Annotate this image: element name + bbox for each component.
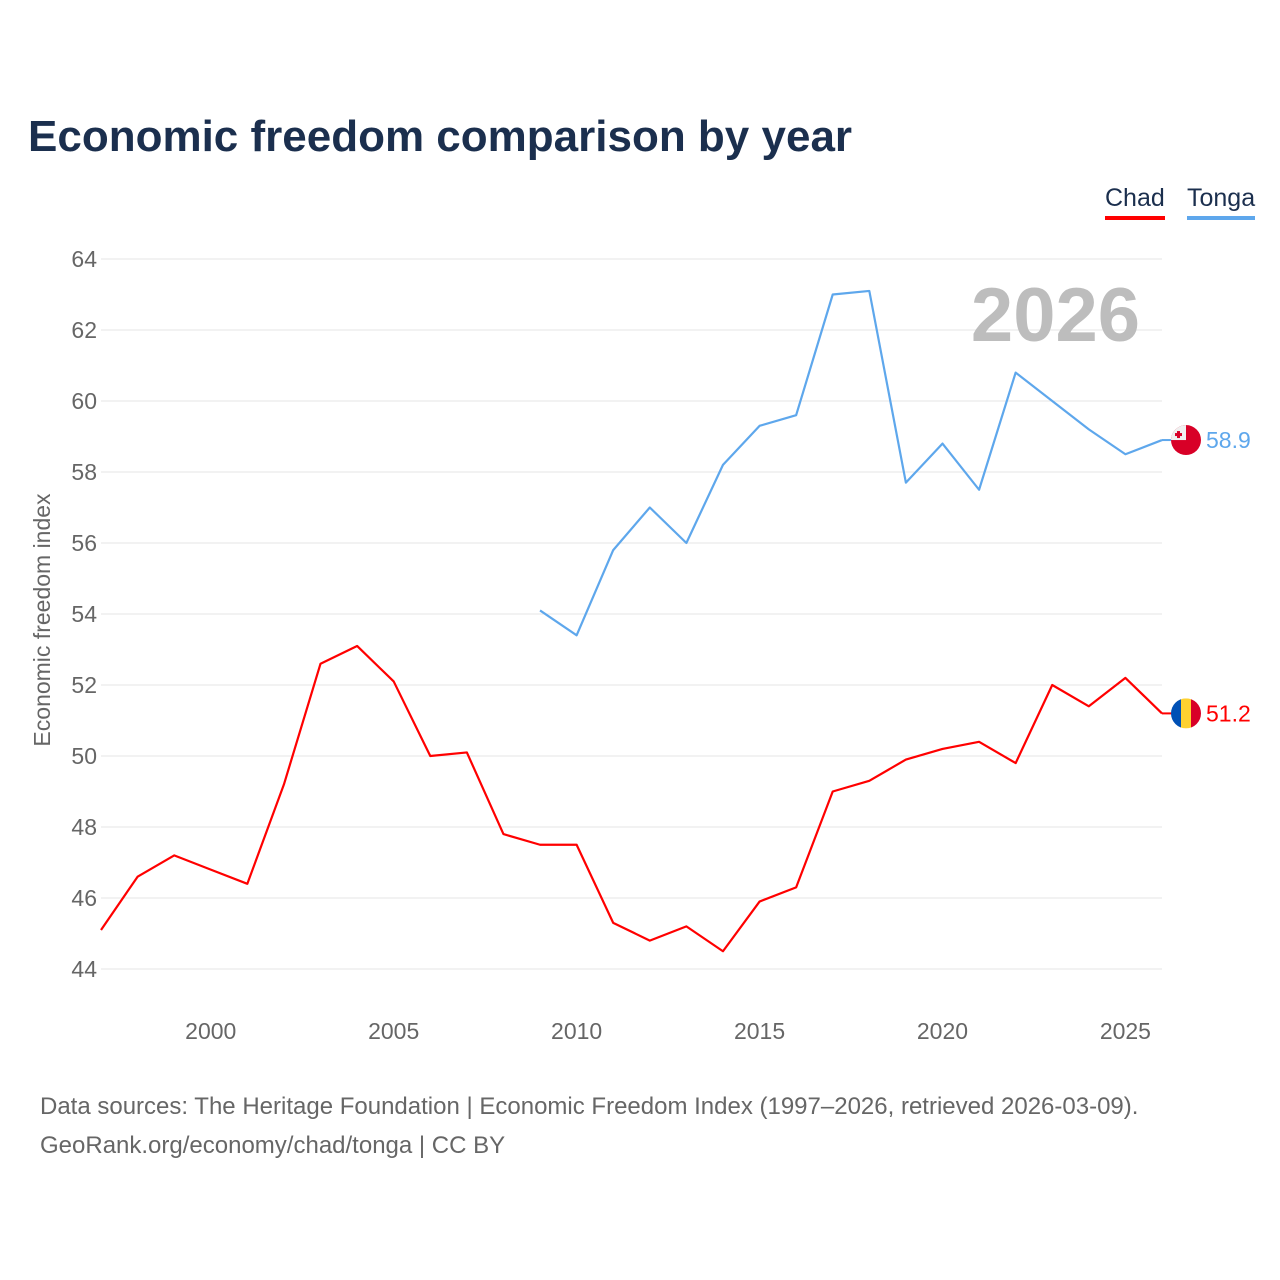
x-tick-label: 2010	[551, 1018, 602, 1044]
chad-flag-icon	[1181, 698, 1191, 729]
source-line: Data sources: The Heritage Foundation | …	[40, 1093, 1139, 1120]
source-note: Data sources: The Heritage Foundation | …	[40, 1087, 1138, 1165]
x-tick-label: 2005	[368, 1018, 419, 1044]
y-tick-label: 52	[71, 672, 97, 698]
y-tick-label: 48	[71, 814, 97, 840]
y-axis-label: Economic freedom index	[29, 493, 55, 747]
y-tick-label: 64	[71, 246, 97, 272]
year-watermark: 2026	[971, 273, 1140, 358]
y-tick-label: 54	[71, 601, 97, 627]
tonga-flag-cross	[1175, 433, 1182, 437]
x-tick-label: 2025	[1100, 1018, 1151, 1044]
y-tick-label: 44	[71, 956, 97, 982]
y-tick-label: 60	[71, 388, 97, 414]
series-line-chad	[100, 644, 1163, 953]
end-value-label: 51.2	[1206, 700, 1251, 726]
x-tick-label: 2000	[185, 1018, 236, 1044]
y-tick-label: 62	[71, 317, 97, 343]
x-tick-label: 2020	[917, 1018, 968, 1044]
chart-title: Economic freedom comparison by year	[28, 112, 853, 161]
source-url[interactable]: GeoRank.org/economy/chad/tonga | CC BY	[40, 1132, 506, 1159]
x-tick-label: 2015	[734, 1018, 785, 1044]
y-tick-label: 50	[71, 743, 97, 769]
chad-flag-icon	[1191, 698, 1201, 729]
y-tick-label: 56	[71, 530, 97, 556]
y-tick-label: 58	[71, 459, 97, 485]
series-line-tonga	[539, 289, 1163, 637]
legend-chad[interactable]: Chad	[1105, 184, 1165, 220]
y-tick-label: 46	[71, 885, 97, 911]
end-value-label: 58.9	[1206, 427, 1251, 453]
legend-tonga[interactable]: Tonga	[1187, 184, 1256, 220]
chad-flag-icon	[1171, 698, 1181, 729]
